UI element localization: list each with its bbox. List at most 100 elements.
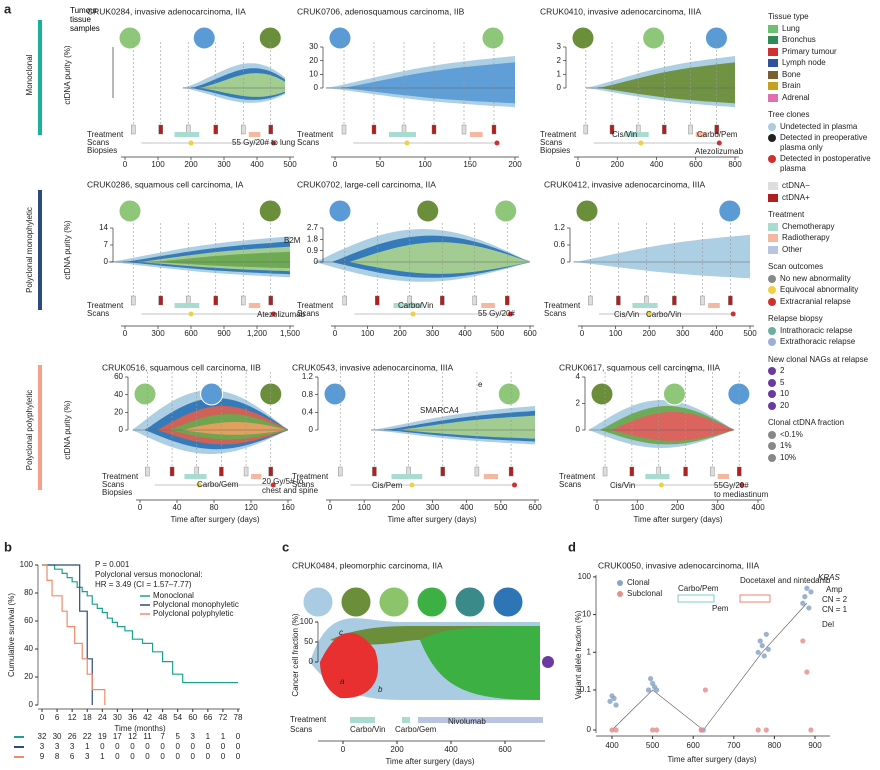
tube	[629, 466, 635, 477]
x-tick-label: 24	[98, 713, 107, 722]
legend-swatch	[768, 326, 776, 335]
tube	[372, 466, 377, 477]
legend-item: Lymph node	[768, 58, 876, 68]
point	[645, 687, 652, 693]
x-tick-label: 80	[210, 503, 219, 512]
x-tick-label: 48	[158, 713, 167, 722]
annotation: Carbo/Gem	[395, 725, 437, 734]
point	[763, 727, 769, 733]
annotation: Cis/Vin	[614, 310, 639, 319]
legend-swatch	[768, 222, 778, 231]
risk-count: 9	[40, 752, 45, 761]
annotation: b	[378, 685, 383, 694]
tumour-sample	[302, 586, 334, 618]
risk-count: 5	[175, 732, 180, 741]
y-tick-label: 80	[24, 588, 33, 597]
tube	[375, 295, 380, 306]
track-label: Scans	[292, 480, 314, 489]
x-tick-label: 400	[650, 160, 664, 169]
tumour-sample	[258, 199, 282, 223]
x-tick-label: 0	[138, 503, 143, 512]
risk-count: 0	[236, 732, 241, 741]
tube	[602, 466, 608, 477]
tumour-sample	[575, 199, 599, 223]
clone-layer	[349, 242, 530, 274]
y-tick-label: 0	[561, 257, 566, 266]
track-label: Biopsies	[102, 488, 132, 497]
track-label: Scans	[297, 309, 319, 318]
y-axis-label: Variant allele fraction (%)	[574, 610, 583, 699]
tumour-sample	[497, 382, 521, 406]
clone-layer	[397, 415, 535, 439]
y-axis-label: ctDNA purity (%)	[63, 220, 72, 279]
x-tick-label: 800	[768, 741, 782, 750]
tumour-sample	[118, 199, 142, 223]
annotation: e	[478, 380, 483, 389]
scan	[271, 140, 276, 146]
annotation: Polyclonal versus monoclonal:	[95, 570, 203, 579]
x-tick-label: 160	[281, 503, 295, 512]
tube	[474, 466, 480, 477]
y-axis-label: Cancer cell fraction (%)	[291, 613, 300, 696]
legend-item: Other	[768, 245, 876, 255]
x-axis-label: Time after surgery (days)	[667, 755, 756, 764]
point	[806, 605, 812, 611]
risk-count: 0	[160, 742, 165, 751]
risk-count: 0	[191, 752, 196, 761]
legend-item: Intrathoracic relapse	[768, 326, 876, 336]
x-tick-label: 300	[676, 329, 690, 338]
y-tick-label: 1	[587, 647, 592, 656]
legend-swatch	[768, 93, 778, 102]
legend-item: Primary tumour	[768, 47, 876, 57]
risk-count: 0	[115, 742, 120, 751]
x-tick-label: 100	[357, 503, 371, 512]
legend-heading: New clonal NAGs at relapse	[768, 354, 869, 364]
tube	[342, 295, 347, 306]
legend-label: 1%	[780, 441, 792, 450]
clone-layer	[199, 73, 285, 97]
legend-swatch	[768, 122, 776, 131]
y-tick-label: 40	[114, 390, 123, 399]
risk-count: 1	[100, 752, 105, 761]
y-tick-label: 0	[104, 257, 109, 266]
tube	[268, 295, 273, 306]
point	[650, 727, 656, 733]
y-tick-label: 60	[24, 616, 33, 625]
x-tick-label: 60	[188, 713, 197, 722]
x-tick-label: 600	[689, 160, 703, 169]
point	[763, 631, 769, 637]
tube	[688, 124, 693, 135]
risk-count: 0	[115, 752, 120, 761]
panel-label: d	[568, 539, 576, 554]
annotation: Carbo/Gem	[197, 480, 239, 489]
plot-title: CRUK0050, invasive adenocarcinoma, IIIA	[598, 560, 759, 570]
point	[808, 589, 814, 595]
x-tick-label: 200	[393, 329, 407, 338]
x-tick-label: 100	[609, 329, 623, 338]
y-tick-label: 0	[309, 425, 314, 434]
x-tick-label: 500	[646, 741, 660, 750]
legend-item: 20	[768, 401, 876, 411]
plot-title: CRUK0702, large-cell carcinoma, IIA	[297, 179, 436, 189]
track-label: Treatment	[290, 715, 327, 724]
tube	[616, 295, 621, 306]
legend-item: 10	[768, 389, 876, 399]
legend-item: Equivocal abnormality	[768, 285, 876, 295]
legend-label: No new abnormality	[780, 273, 851, 283]
x-tick-label: 0	[123, 329, 128, 338]
legend-item: <0.1%	[768, 430, 876, 440]
x-tick-label: 30	[113, 713, 122, 722]
annotation: Amp	[826, 585, 843, 594]
tube	[131, 124, 136, 135]
risk-count: 0	[221, 752, 226, 761]
point	[613, 727, 619, 733]
tumour-sample	[133, 382, 157, 406]
treatment-box	[739, 594, 771, 603]
y-tick-label: 0.8	[302, 390, 314, 399]
track-label: Biopsies	[87, 146, 117, 155]
annotation: Atezolizumab	[695, 147, 744, 156]
legend-label: Extrathoracic relapse	[780, 337, 856, 346]
track-label: Scans	[87, 309, 109, 318]
tube	[431, 124, 437, 135]
legend-label: Lymph node	[782, 58, 826, 67]
